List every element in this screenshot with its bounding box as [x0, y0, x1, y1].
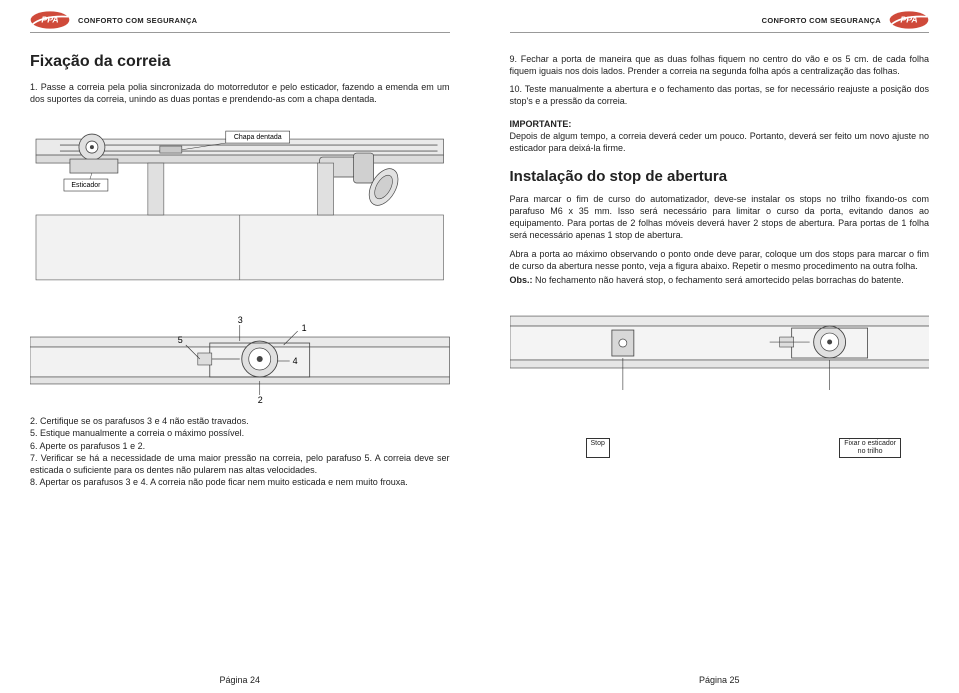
- step-7: 7. Verificar se há a necessidade de uma …: [30, 452, 450, 476]
- right-p10: 10. Teste manualmente a abertura e o fec…: [510, 83, 930, 107]
- figure-belt-assembly: Chapa dentada Esticador: [30, 117, 450, 287]
- fig3-labels: Stop Fixar o esticador no trilho: [510, 438, 930, 458]
- figure-tensioner-numbered: 1 2 3 4 5: [30, 309, 450, 405]
- obs-label: Obs.:: [510, 275, 533, 285]
- right-subtitle: Instalação do stop de abertura: [510, 168, 930, 185]
- right-p9: 9. Fechar a porta de maneira que as duas…: [510, 53, 930, 77]
- ppa-logo-icon: PPA: [30, 10, 70, 30]
- svg-text:4: 4: [293, 356, 298, 366]
- important-head: IMPORTANTE:: [510, 118, 930, 130]
- footer-left: Página 24: [30, 669, 450, 685]
- left-steps: 2. Certifique se os parafusos 3 e 4 não …: [30, 415, 450, 488]
- footer-right: Página 25: [510, 669, 930, 685]
- important-block: IMPORTANTE: Depois de algum tempo, a cor…: [510, 118, 930, 154]
- step-6: 6. Aperte os parafusos 1 e 2.: [30, 440, 450, 452]
- step-8: 8. Apertar os parafusos 3 e 4. A correia…: [30, 476, 450, 488]
- page-right: CONFORTO COM SEGURANÇA PPA 9. Fechar a p…: [480, 0, 959, 693]
- header-text-left: CONFORTO COM SEGURANÇA: [78, 16, 197, 25]
- svg-text:3: 3: [238, 315, 243, 325]
- header-left: PPA CONFORTO COM SEGURANÇA: [30, 10, 450, 33]
- label-stop: Stop: [586, 438, 610, 458]
- svg-text:PPA: PPA: [41, 15, 58, 25]
- svg-text:Esticador: Esticador: [71, 182, 101, 189]
- obs-text: No fechamento não haverá stop, o fechame…: [533, 275, 904, 285]
- important-body: Depois de algum tempo, a correia deverá …: [510, 131, 930, 153]
- svg-text:PPA: PPA: [900, 15, 917, 25]
- step-2: 2. Certifique se os parafusos 3 e 4 não …: [30, 415, 450, 427]
- spread: PPA CONFORTO COM SEGURANÇA Fixação da co…: [0, 0, 959, 693]
- header-text-right: CONFORTO COM SEGURANÇA: [762, 16, 881, 25]
- svg-text:1: 1: [302, 323, 307, 333]
- figure-stop-install: [510, 302, 930, 432]
- stop-p1: Para marcar o fim de curso do automatiza…: [510, 193, 930, 242]
- header-right: CONFORTO COM SEGURANÇA PPA: [510, 10, 930, 33]
- obs-line: Obs.: No fechamento não haverá stop, o f…: [510, 274, 930, 286]
- stop-p2: Abra a porta ao máximo observando o pont…: [510, 248, 930, 272]
- svg-text:5: 5: [178, 335, 183, 345]
- left-p1: 1. Passe a correia pela polia sincroniza…: [30, 81, 450, 105]
- svg-text:2: 2: [258, 395, 263, 405]
- step-5: 5. Estique manualmente a correia o máxim…: [30, 427, 450, 439]
- left-title: Fixação da correia: [30, 53, 450, 71]
- page-left: PPA CONFORTO COM SEGURANÇA Fixação da co…: [0, 0, 480, 693]
- ppa-logo-icon: PPA: [889, 10, 929, 30]
- svg-text:Chapa dentada: Chapa dentada: [234, 134, 282, 141]
- label-fixar: Fixar o esticador no trilho: [839, 438, 901, 458]
